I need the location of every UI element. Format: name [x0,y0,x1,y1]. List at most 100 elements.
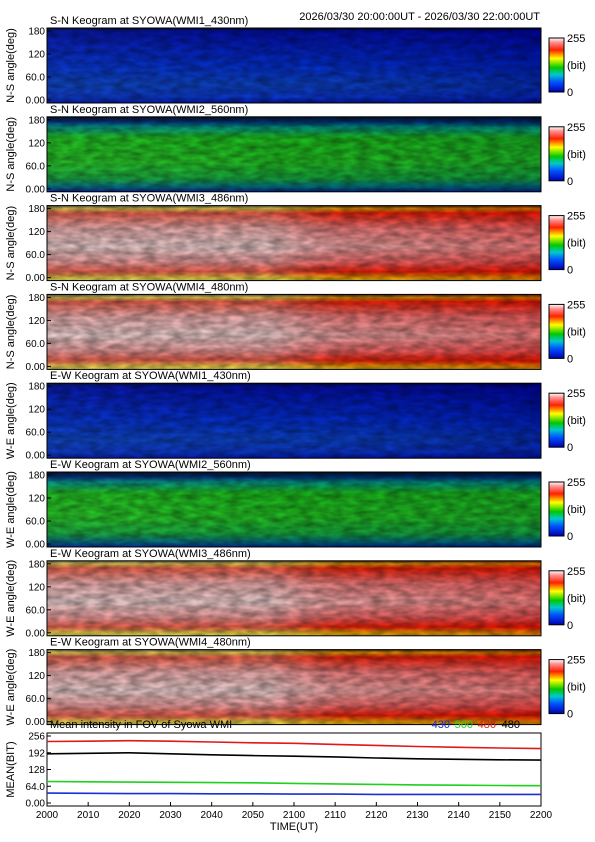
colorbar-unit-label: (bit) [567,326,586,338]
x-tick-label: 2130 [406,810,429,821]
y-tick-label: 0.00 [26,96,46,107]
keogram-frame [46,560,542,637]
y-tick-label: 60.0 [26,517,46,528]
panel-title: E-W Keogram at SYOWA(WMI1_430nm) [50,370,251,382]
x-tick-label: 2010 [77,810,100,821]
y-tick-label: 120 [28,50,45,61]
colorbar [548,37,565,93]
colorbar-unit-label: (bit) [567,60,586,72]
y-tick-label: 180 [28,293,45,304]
y-tick-label: 0.00 [26,799,46,810]
colorbar-max-label: 255 [567,388,585,400]
colorbar-min-label: 0 [567,620,573,632]
y-tick-label: 120 [28,316,45,327]
y-tick-label: 60.0 [26,605,46,616]
colorbar [548,481,565,537]
panel-title: E-W Keogram at SYOWA(WMI4_480nm) [50,637,251,649]
keogram-panel: S-N Keogram at SYOWA(WMI2_560nm) 180 120 60… [5,104,586,196]
y-tick-label: 0.00 [26,273,46,284]
colorbar [548,659,565,715]
panel-title: S-N Keogram at SYOWA(WMI3_486nm) [50,193,248,205]
panel-title: S-N Keogram at SYOWA(WMI4_480nm) [50,281,248,293]
colorbar [548,392,565,448]
series-line-480 [46,751,542,761]
colorbar-unit-label: (bit) [567,149,586,161]
keogram-texture [47,649,541,725]
colorbar-min-label: 0 [567,353,573,365]
colorbar-min-label: 0 [567,176,573,188]
keogram-frame [46,293,542,370]
colorbar [548,570,565,626]
x-tick-label: 2020 [118,810,141,821]
legend-entry: 486 [478,719,496,731]
y-axis-label: MEAN(BIT) [5,741,17,797]
colorbar-unit-label: (bit) [567,682,586,694]
keogram-panel: S-N Keogram at SYOWA(WMI1_430nm) 180 120 60… [5,15,586,107]
x-tick-label: 2000 [36,810,59,821]
colorbar-min-label: 0 [567,709,573,721]
keogram-frame [46,116,542,193]
colorbar-min-label: 0 [567,442,573,454]
colorbar-max-label: 255 [567,566,585,578]
y-tick-label: 120 [28,671,45,682]
x-tick-label: 2050 [242,810,265,821]
y-tick-label: 180 [28,27,45,38]
y-tick-label: 120 [28,405,45,416]
y-tick-label: 0.00 [26,628,46,639]
y-tick-label: 180 [28,471,45,482]
y-tick-label: 60.0 [26,73,46,84]
legend-entry: 480 [502,719,520,731]
series-line-430 [46,792,541,796]
keogram-frame [46,27,542,104]
keogram-texture [47,383,541,459]
colorbar [548,303,565,359]
x-tick-label: 2110 [324,810,346,821]
keogram-panel: S-N Keogram at SYOWA(WMI3_486nm) 180 120 60… [5,193,586,285]
y-tick-label: 60.0 [26,694,46,705]
colorbar-max-label: 255 [567,122,585,134]
keogram-frame [46,382,542,459]
y-tick-label: 60.0 [26,428,46,439]
y-axis-label: W-E angle(deg) [5,560,17,637]
keogram-panel: E-W Keogram at SYOWA(WMI2_560nm) 180 120 60… [5,459,586,551]
colorbar [548,215,565,271]
y-tick-label: 180 [28,382,45,393]
x-tick-label: 2140 [448,810,471,821]
legend-entry: 560 [455,719,473,731]
time-range-label: 2026/03/30 20:00:00UT - 2026/03/30 22:00… [299,11,540,23]
panel-title: S-N Keogram at SYOWA(WMI2_560nm) [50,104,248,116]
y-tick-label: 180 [28,559,45,570]
y-tick-label: 180 [28,648,45,659]
colorbar-min-label: 0 [567,265,573,277]
y-axis-label: W-E angle(deg) [5,471,17,548]
y-tick-label: 60.0 [26,250,46,261]
y-tick-label: 120 [28,227,45,238]
keogram-frame [46,205,542,282]
y-tick-label: 192 [28,748,45,759]
colorbar-unit-label: (bit) [567,593,586,605]
keogram-texture [47,205,541,281]
x-tick-label: 2100 [283,810,306,821]
y-tick-label: 128 [28,765,45,776]
x-tick-label: 2040 [201,810,224,821]
colorbar-max-label: 255 [567,299,585,311]
keogram-panel: E-W Keogram at SYOWA(WMI3_486nm) 180 120 60… [5,548,586,640]
legend-entry: 430 [432,719,450,731]
colorbar-unit-label: (bit) [567,238,586,250]
keogram-texture [47,472,541,547]
x-tick-label: 2030 [159,810,182,821]
colorbar [548,126,565,182]
y-axis-label: N-S angle(deg) [5,206,17,281]
x-axis-label: TIME(UT) [270,821,318,833]
y-tick-label: 0.00 [26,540,46,551]
y-tick-label: 60.0 [26,339,46,350]
y-tick-label: 64.0 [26,782,46,793]
y-tick-label: 120 [28,582,45,593]
colorbar-max-label: 255 [567,655,585,667]
colorbar-max-label: 255 [567,477,585,489]
y-tick-label: 60.0 [26,161,46,172]
y-tick-label: 180 [28,115,45,126]
y-tick-label: 120 [28,138,45,149]
y-tick-label: 256 [28,732,45,743]
x-tick-label: 2120 [365,810,388,821]
